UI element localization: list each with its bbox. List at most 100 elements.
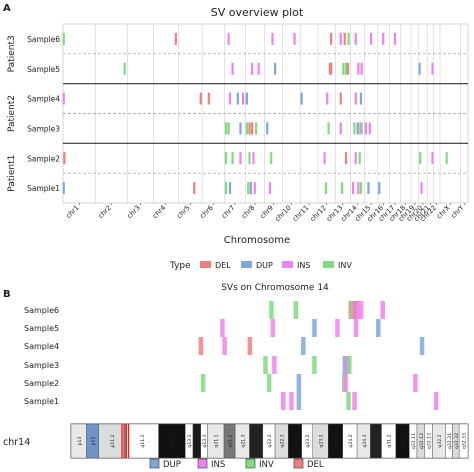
- ideogram-band-label: q31.1: [374, 434, 380, 447]
- chr14-sv-mark-dup: [296, 374, 302, 392]
- legend-swatch-inv: [323, 261, 334, 268]
- ideogram-band-label: q22.3: [280, 434, 286, 447]
- centromere-stripe: [121, 424, 123, 458]
- ideogram-band-label: q32.31: [447, 433, 453, 449]
- chr14-legend-swatch-ins: [197, 458, 208, 469]
- sv-mark-del: [63, 152, 66, 165]
- centromere-stripe: [125, 424, 128, 458]
- ideogram-band-label: q24.3: [362, 434, 368, 447]
- legend-label: INS: [297, 261, 310, 270]
- legend-swatch-dup: [241, 261, 252, 268]
- ideogram-band: [125, 423, 159, 459]
- sv-mark-ins: [357, 62, 360, 75]
- sample-label: Sample5: [27, 65, 60, 74]
- sv-mark-ins: [241, 92, 245, 105]
- centromere-stripe: [127, 424, 130, 458]
- ideogram-band-label: q31.2: [387, 434, 393, 447]
- chr14-sv-mark-ins: [380, 301, 385, 319]
- x-tick-label: chr1: [64, 204, 80, 220]
- patient-label: Patient3: [7, 35, 17, 72]
- sv-mark-dup: [274, 62, 277, 75]
- sv-mark-inv: [359, 182, 363, 195]
- sv-mark-del: [199, 92, 202, 105]
- sv-mark-dup: [378, 182, 381, 195]
- sv-mark-del: [207, 92, 210, 105]
- chr14-sv-mark-dup: [376, 319, 381, 337]
- chr14-title: SVs on Chromosome 14: [221, 283, 329, 293]
- sv-mark-inv: [62, 32, 65, 45]
- ideogram-band-label: q24.1: [333, 434, 339, 447]
- sv-mark-inv: [224, 122, 228, 135]
- chr14-sv-mark-ins: [355, 301, 360, 319]
- sv-mark-dup: [245, 92, 248, 105]
- centromere-stripe: [123, 424, 125, 458]
- sv-mark-del: [248, 122, 251, 135]
- sv-mark-ins: [431, 62, 434, 75]
- sv-mark-dup: [62, 182, 65, 195]
- ideogram-band-label: q21.1: [214, 434, 220, 447]
- sample-label: Sample6: [27, 35, 60, 44]
- sv-mark-inv: [227, 122, 230, 135]
- sv-mark-ins: [369, 32, 373, 45]
- chr14-sv-mark-ins: [272, 356, 277, 374]
- sv-mark-ins: [326, 92, 329, 105]
- chr14-sv-mark-dup: [419, 337, 425, 355]
- chr14-sv-mark-ins: [281, 392, 286, 410]
- chr14-legend: DUP INS INV DEL: [149, 458, 324, 470]
- chr14-sv-mark-ins: [358, 301, 364, 319]
- sv-mark-inv: [344, 62, 348, 75]
- sv-mark-dup: [249, 182, 252, 195]
- sv-mark-ins: [382, 32, 385, 45]
- sv-mark-ins: [339, 32, 342, 45]
- sv-mark-dup: [359, 92, 363, 105]
- sv-mark-ins: [253, 182, 256, 195]
- ideogram-band-label: q31.3: [401, 434, 407, 447]
- sv-mark-del: [344, 152, 348, 165]
- sv-mark-dup: [239, 122, 242, 135]
- sv-mark-ins: [239, 152, 242, 165]
- x-tick-label: chr8: [240, 204, 256, 220]
- chr14-legend-swatch-del: [293, 458, 304, 469]
- overview-plot: Sample6 Sample5 Sample4 Sample3 Sample2 Sampl…: [7, 23, 469, 223]
- ideogram-band-label: q23.1: [293, 434, 299, 447]
- chr14-legend-label: INV: [259, 460, 274, 470]
- ideogram-band-label: q32.11: [411, 433, 417, 449]
- sv-mark-ins: [339, 122, 342, 135]
- sv-mark-del: [339, 92, 342, 105]
- ideogram-band-label: q13.1: [187, 434, 193, 447]
- sv-mark-ins: [354, 152, 357, 165]
- sv-mark-ins: [293, 32, 296, 45]
- ideogram-band: [458, 423, 469, 459]
- chr14-ideogram: p13 p12 p11.2 q11.2 q12 q13.1 q13.2 q13.3 q21.1 q…: [70, 423, 469, 459]
- chr14-sample-label: Sample4: [24, 342, 59, 351]
- ideogram-band-label: p12: [91, 437, 97, 446]
- chr14-legend-label: INS: [211, 460, 225, 470]
- chr14-legend-swatch-inv: [245, 458, 256, 469]
- chr14-sv-mark-ins: [220, 319, 225, 337]
- sv-mark-del: [251, 122, 254, 135]
- chr14-sv-mark-ins: [353, 319, 359, 337]
- legend-swatch-del: [200, 261, 211, 268]
- sv-mark-inv: [419, 152, 422, 165]
- sv-mark-ins: [231, 62, 234, 75]
- legend-label: DEL: [215, 261, 231, 270]
- ideogram-band-label: q23.3: [319, 434, 325, 447]
- sv-mark-ins: [359, 122, 362, 135]
- x-tick-label: chr4: [151, 204, 167, 220]
- chr14-plot: Sample6 Sample5 Sample4 Sample3 Sample2 Sampl…: [24, 301, 439, 410]
- sv-mark-inv: [270, 152, 273, 165]
- ideogram-band-label: q32.33: [462, 433, 468, 449]
- sv-mark-ins: [251, 62, 254, 75]
- sv-mark-inv: [445, 152, 448, 165]
- sv-mark-dup: [300, 92, 303, 105]
- sv-mark-inv: [324, 182, 328, 195]
- sv-mark-ins: [228, 92, 232, 105]
- chr14-sv-mark-inv: [346, 392, 351, 410]
- x-tick-label: chr6: [198, 204, 214, 220]
- sv-mark-ins: [227, 32, 230, 45]
- chr14-sample-label: Sample3: [24, 361, 59, 370]
- chr14-legend-swatch-dup: [149, 458, 160, 469]
- chr14-sv-mark-dup: [312, 319, 317, 337]
- chr14-legend-label: DUP: [163, 460, 181, 470]
- ideogram-band-label: q12: [170, 437, 176, 446]
